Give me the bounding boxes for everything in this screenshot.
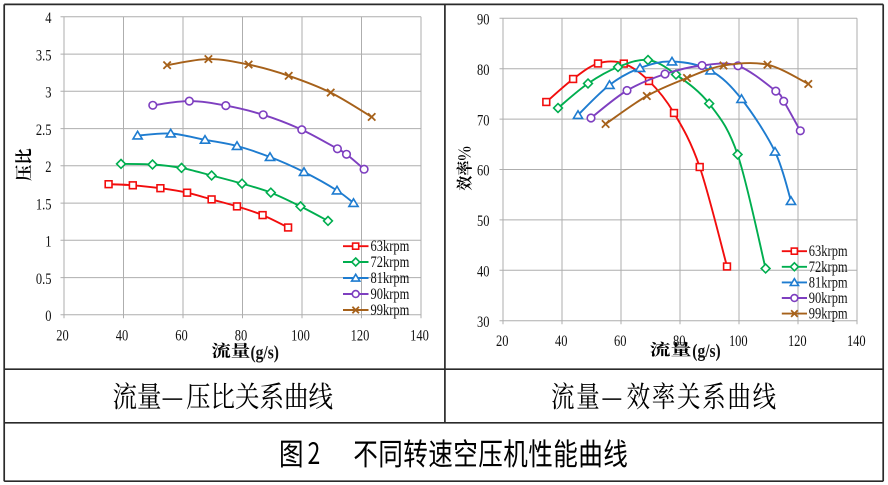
svg-text:4: 4 (45, 10, 51, 28)
svg-text:100: 100 (729, 332, 748, 350)
svg-text:60: 60 (477, 162, 489, 180)
svg-text:63krpm: 63krpm (371, 238, 410, 256)
svg-text:81krpm: 81krpm (371, 270, 410, 288)
svg-text:99krpm: 99krpm (371, 302, 410, 320)
svg-text:80: 80 (235, 327, 247, 345)
svg-text:40: 40 (555, 332, 567, 350)
svg-text:3: 3 (45, 84, 51, 102)
svg-text:2.5: 2.5 (36, 122, 52, 140)
svg-text:3.5: 3.5 (36, 47, 52, 65)
svg-text:(g/s): (g/s) (251, 341, 280, 363)
svg-text:60: 60 (614, 332, 626, 350)
svg-text:70: 70 (477, 112, 489, 130)
svg-text:99krpm: 99krpm (809, 305, 848, 323)
svg-text:90krpm: 90krpm (809, 290, 848, 308)
svg-text:1.5: 1.5 (36, 196, 52, 214)
svg-text:63krpm: 63krpm (809, 243, 848, 261)
svg-text:(g/s): (g/s) (692, 339, 721, 361)
svg-text:140: 140 (847, 332, 866, 350)
svg-text:120: 120 (788, 332, 807, 350)
svg-text:50: 50 (477, 213, 489, 231)
svg-text:60: 60 (175, 327, 187, 345)
svg-text:0: 0 (45, 308, 51, 326)
svg-text:120: 120 (351, 327, 370, 345)
svg-text:80: 80 (477, 62, 489, 80)
svg-text:1: 1 (45, 233, 51, 251)
svg-text:72krpm: 72krpm (371, 254, 410, 272)
svg-text:90: 90 (477, 11, 489, 29)
svg-text:90krpm: 90krpm (371, 286, 410, 304)
svg-text:100: 100 (291, 327, 310, 345)
svg-text:2: 2 (45, 159, 51, 177)
svg-text:20: 20 (56, 327, 68, 345)
svg-text:40: 40 (477, 263, 489, 281)
svg-text:30: 30 (477, 314, 489, 332)
svg-text:140: 140 (410, 327, 429, 345)
svg-text:20: 20 (496, 332, 508, 350)
svg-text:72krpm: 72krpm (809, 259, 848, 277)
svg-text:40: 40 (116, 327, 128, 345)
svg-text:0.5: 0.5 (36, 271, 52, 289)
svg-text:81krpm: 81krpm (809, 274, 848, 292)
